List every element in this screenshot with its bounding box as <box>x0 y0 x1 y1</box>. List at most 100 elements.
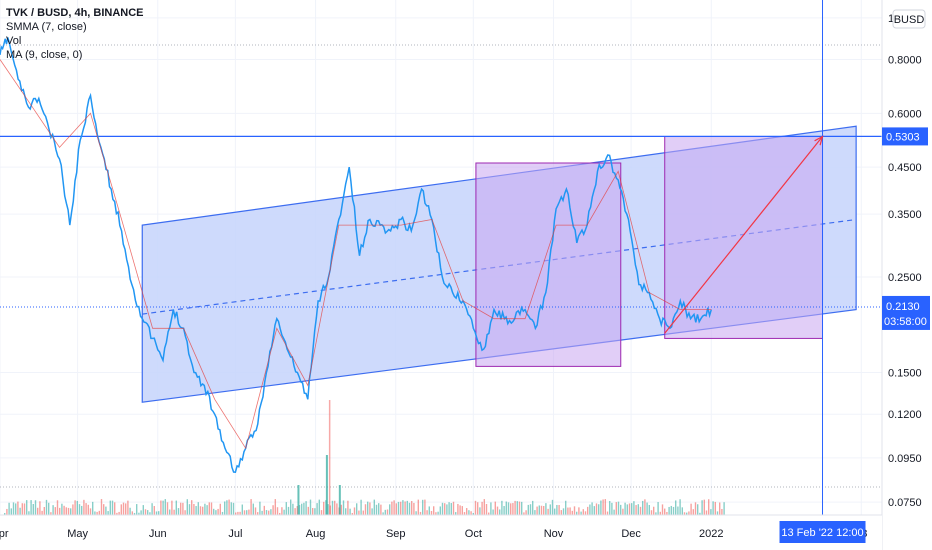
volume-bar <box>551 499 554 515</box>
volume-bar <box>48 502 50 515</box>
volume-bar <box>655 512 657 515</box>
volume-bar <box>30 500 32 515</box>
legend-indicator-vol[interactable]: Vol <box>6 35 22 47</box>
volume-bar <box>281 507 283 515</box>
volume-bar <box>314 508 316 515</box>
volume-bar <box>657 502 659 515</box>
volume-spike-2 <box>338 485 341 515</box>
volume-bar <box>694 502 697 515</box>
legend-indicator-smma[interactable]: SMMA (7, close) <box>6 21 87 33</box>
volume-bar <box>61 503 63 515</box>
volume-bar <box>367 501 369 515</box>
volume-bar <box>193 503 195 515</box>
volume-bar <box>323 501 325 515</box>
volume-bar <box>701 500 703 515</box>
volume-bar <box>716 511 719 515</box>
volume-bar <box>37 507 39 515</box>
volume-bar <box>290 499 292 515</box>
volume-bar <box>631 503 633 515</box>
volume-bar <box>85 503 87 515</box>
volume-bar <box>389 504 391 515</box>
volume-bar <box>483 499 485 515</box>
volume-bar <box>646 502 648 515</box>
volume-bar <box>164 499 166 515</box>
volume-bar <box>514 500 516 515</box>
volume-bar <box>705 510 708 515</box>
volume-bar <box>569 507 571 515</box>
volume-bar <box>587 506 589 515</box>
volume-bar <box>191 500 193 515</box>
y-tick-label-4: 0.3500 <box>888 209 922 221</box>
volume-bar <box>521 501 523 515</box>
volume-bar <box>455 512 457 515</box>
volume-bar <box>380 504 382 515</box>
currency-badge-text[interactable]: BUSD <box>894 14 925 26</box>
volume-bar <box>257 512 259 515</box>
volume-bar <box>690 503 692 515</box>
legend-symbol[interactable]: TVK / BUSD, 4h, BINANCE <box>6 7 144 19</box>
volume-bar <box>672 506 675 515</box>
volume-bar <box>492 509 494 515</box>
volume-bar <box>639 506 642 515</box>
last-price-tag-box <box>882 295 930 330</box>
volume-bar <box>516 501 518 515</box>
y-tick-label-2: 0.6000 <box>888 108 922 120</box>
volume-bar <box>448 502 450 515</box>
volume-bar <box>424 499 426 515</box>
volume-bar <box>96 511 98 515</box>
volume-bar <box>353 507 356 515</box>
volume-bar <box>562 508 565 515</box>
volume-bar <box>349 508 351 515</box>
volume-bar <box>345 508 347 515</box>
volume-bar <box>510 503 512 515</box>
volume-bar <box>45 499 48 515</box>
volume-bar <box>450 503 452 515</box>
volume-bar <box>199 506 202 515</box>
x-tick-label-1: May <box>67 528 88 540</box>
countdown-tag: 03:58:00 <box>884 316 927 328</box>
volume-bar <box>250 499 252 515</box>
volume-bar <box>400 501 402 515</box>
volume-bar <box>8 502 10 515</box>
volume-bar <box>593 506 595 515</box>
x-tick-label-6: Oct <box>465 528 482 540</box>
volume-bar <box>496 506 499 515</box>
volume-bar <box>92 501 94 515</box>
y-tick-label-9: 0.0750 <box>888 497 922 509</box>
volume-bar <box>12 502 15 515</box>
volume-bar <box>547 508 549 515</box>
volume-bar <box>653 506 655 515</box>
volume-bar <box>393 500 395 515</box>
volume-bar <box>499 509 501 515</box>
volume-bar <box>699 512 701 515</box>
volume-bar <box>470 511 472 515</box>
volume-bar <box>617 501 620 515</box>
currency-badge-box <box>892 9 926 29</box>
volume-bar <box>650 510 653 515</box>
volume-bar <box>34 500 37 515</box>
volume-bar <box>501 500 503 515</box>
volume-bar <box>428 506 430 515</box>
volume-bar <box>609 501 611 515</box>
volume-bar <box>714 501 716 515</box>
volume-bar <box>272 505 274 515</box>
volume-bar <box>472 512 474 515</box>
volume-bar <box>466 508 468 515</box>
volume-bar <box>78 504 81 515</box>
smma-series-line <box>0 59 712 450</box>
volume-bar <box>692 509 694 515</box>
volume-bar <box>120 504 122 515</box>
volume-bar <box>268 510 270 515</box>
volume-bar <box>567 507 569 515</box>
projection-arrow <box>664 136 823 334</box>
volume-bar <box>558 505 560 515</box>
legend-indicator-ma[interactable]: MA (9, close, 0) <box>6 49 83 61</box>
volume-bar <box>160 500 162 515</box>
volume-bar <box>505 501 507 515</box>
volume-bar <box>536 506 538 515</box>
volume-bar <box>474 500 477 515</box>
volume-bar <box>670 505 672 515</box>
volume-bar <box>490 502 492 515</box>
volume-bar <box>723 502 725 515</box>
volume-bar <box>549 504 551 515</box>
